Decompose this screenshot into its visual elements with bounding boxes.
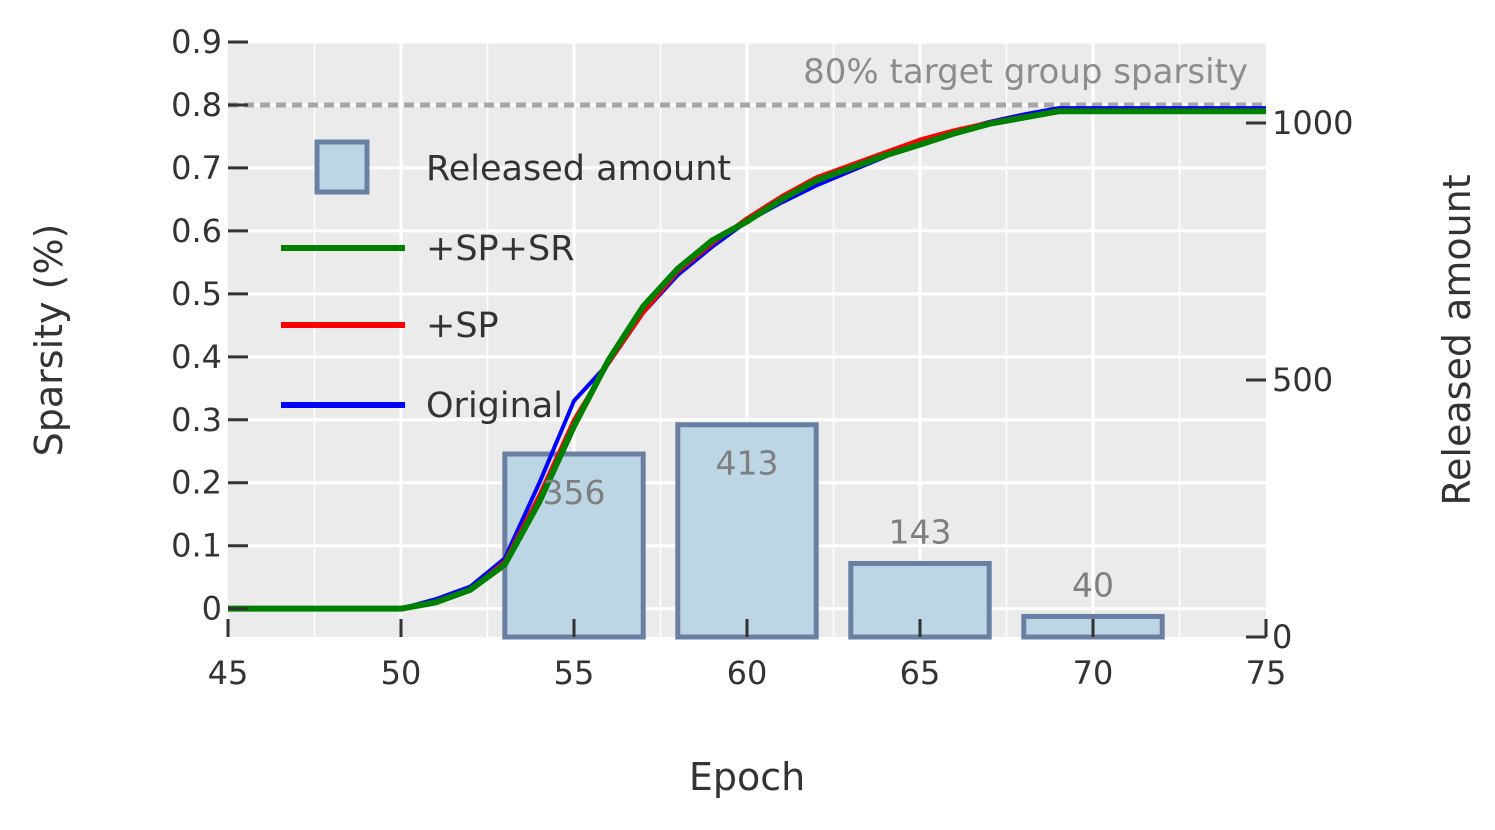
bar-value-label: 40 xyxy=(1072,565,1114,604)
series-line-sp-sr xyxy=(228,108,1266,612)
y-tick-label: 0.1 xyxy=(171,527,222,565)
legend-label: Released amount xyxy=(426,149,731,189)
legend: Released amount +SP+SR +SP Original xyxy=(281,139,731,426)
y-tick-label: 0.5 xyxy=(171,275,222,313)
x-tick-label: 65 xyxy=(900,654,941,692)
bar-value-label: 143 xyxy=(889,512,952,551)
y-tick-label: 0.7 xyxy=(171,149,222,187)
legend-label: +SP+SR xyxy=(426,229,575,269)
y2-axis-title: Released amount xyxy=(1435,174,1479,505)
y2-tick-label: 500 xyxy=(1272,361,1333,399)
sparsity-lines xyxy=(228,106,1266,612)
released-amount-bars xyxy=(502,422,1165,640)
legend-label: Original xyxy=(426,386,563,426)
y-tick-label: 0 xyxy=(202,590,222,628)
released-amount-bar xyxy=(675,422,819,640)
x-tick-label: 45 xyxy=(208,654,249,692)
legend-label: +SP xyxy=(426,306,499,346)
y-tick-label: 0.9 xyxy=(171,23,222,61)
y-tick-label: 0.8 xyxy=(171,86,222,124)
x-tick-label: 70 xyxy=(1073,654,1114,692)
x-tick-label: 55 xyxy=(554,654,595,692)
x-tick-label: 50 xyxy=(381,654,422,692)
y-tick-label: 0.4 xyxy=(171,338,222,376)
bar-value-labels: 356 413 143 40 xyxy=(543,444,1115,605)
y-tick-label: 0.3 xyxy=(171,401,222,439)
x-tick-label: 60 xyxy=(727,654,768,692)
y-axis-title: Sparsity (%) xyxy=(27,224,71,457)
x-axis-title: Epoch xyxy=(689,755,805,799)
y-tick-label: 0.2 xyxy=(171,464,222,502)
bar-value-label: 413 xyxy=(716,444,779,483)
x-tick-label: 75 xyxy=(1246,654,1287,692)
y2-tick-label: 0 xyxy=(1272,618,1292,656)
legend-swatch-bar xyxy=(314,139,370,195)
axes: 0 0.1 0.2 0.3 0.4 0.5 0.6 0.7 0.8 0.9 45 50 55 60 65 70… xyxy=(171,23,1353,692)
bar-value-label: 356 xyxy=(543,473,606,512)
y-tick-label: 0.6 xyxy=(171,212,222,250)
target-sparsity-reference: 80% target group sparsity xyxy=(228,52,1266,108)
target-sparsity-label: 80% target group sparsity xyxy=(803,52,1248,92)
released-amount-bar xyxy=(502,451,646,640)
y2-tick-label: 1000 xyxy=(1272,104,1353,142)
